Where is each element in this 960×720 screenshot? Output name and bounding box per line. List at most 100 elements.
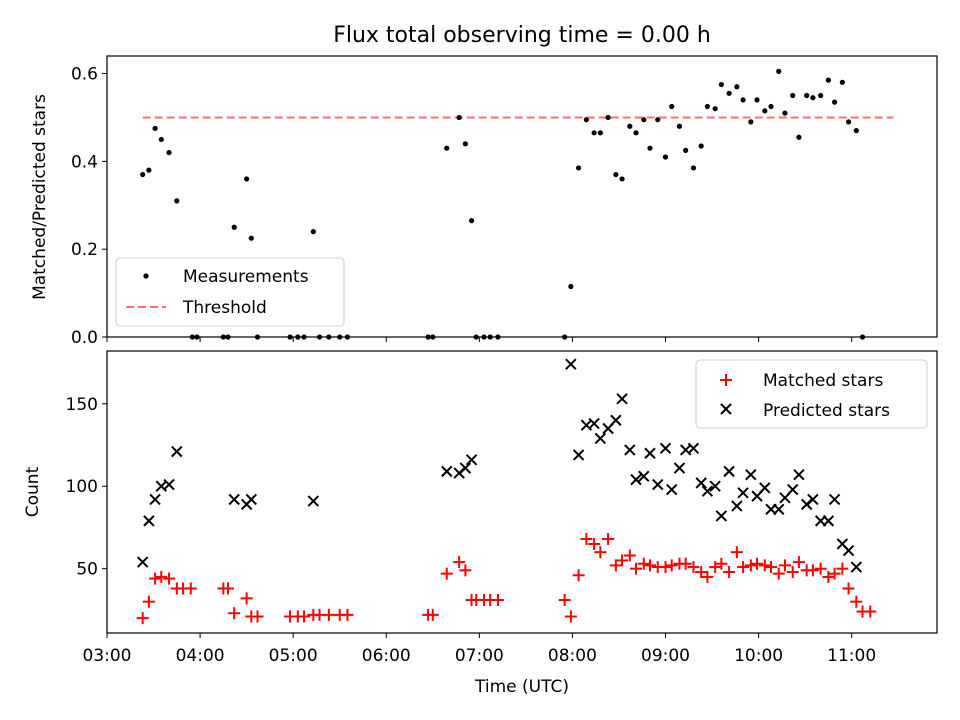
top-y-tick-label: 0.4 <box>71 152 98 172</box>
predicted-star-point <box>459 462 472 474</box>
measurement-point <box>568 283 574 290</box>
measurement-point <box>859 334 866 340</box>
measurement-point <box>605 114 611 121</box>
predicted-star-point <box>228 493 240 506</box>
measurement-point <box>166 149 172 156</box>
top-y-axis-ticks: 0.0 0.2 0.4 0.6 <box>71 65 107 348</box>
predicted-star-point <box>807 493 819 506</box>
predicted-star-point <box>842 544 855 557</box>
matched-star-point <box>240 592 253 605</box>
measurement-point <box>231 224 237 230</box>
measurement-point <box>310 229 316 235</box>
top-chart-title: Flux total observing time = 0.00 h <box>333 23 711 48</box>
matched-star-point <box>594 546 607 559</box>
matched-star-point <box>822 570 835 583</box>
measurement-point <box>576 165 582 171</box>
bottom-y-axis-ticks: 50 100 150 <box>66 395 107 580</box>
measurement-point <box>481 334 487 340</box>
bottom-y-axis-label: Count <box>23 466 43 517</box>
matched-star-point <box>864 605 877 618</box>
predicted-star-point <box>745 468 757 481</box>
legend-matched-marker <box>720 374 732 386</box>
matched-star-point <box>637 557 650 570</box>
measurement-point <box>776 68 782 74</box>
matched-star-point <box>687 561 700 574</box>
predicted-star-point <box>659 442 672 455</box>
measurement-point <box>853 128 859 134</box>
predicted-star-point <box>465 454 478 466</box>
measurement-point <box>287 334 293 340</box>
bottom-x-tick-label: 09:00 <box>641 646 690 666</box>
matched-star-point <box>322 608 335 621</box>
predicted-star-point <box>572 449 585 461</box>
matched-star-point <box>602 533 615 545</box>
measurement-point <box>669 103 675 110</box>
measurement-point <box>591 130 597 136</box>
top-panel: Flux total observing time = 0.00 h 0.00.… <box>30 23 938 348</box>
bottom-x-tick-label: 10:00 <box>734 646 783 666</box>
measurement-point <box>152 125 158 132</box>
measurement-point <box>146 167 152 173</box>
predicted-star-point <box>610 414 622 426</box>
predicted-star-point <box>687 442 700 455</box>
legend-threshold-label: Threshold <box>182 298 267 318</box>
matched-star-point <box>679 557 692 570</box>
measurement-point <box>762 108 768 114</box>
bottom-y-tick-label: 100 <box>66 477 98 497</box>
matched-star-point <box>459 564 472 577</box>
measurement-point <box>633 130 639 136</box>
measurement-point <box>832 99 838 105</box>
predicted-star-point <box>787 483 799 496</box>
matched-star-point <box>836 562 849 575</box>
measurement-point <box>641 117 647 123</box>
measurement-point <box>796 134 802 140</box>
measurement-point <box>430 334 436 340</box>
matched-star-point <box>751 557 764 570</box>
measurement-point <box>254 334 261 340</box>
predicted-star-point <box>709 480 721 492</box>
matched-star-point <box>765 561 777 574</box>
measurement-point <box>818 92 824 99</box>
matched-star-point <box>149 572 162 585</box>
matched-star-point <box>758 559 771 572</box>
matched-star-point <box>737 561 750 574</box>
matched-star-point <box>440 567 453 580</box>
matched-star-point <box>163 572 176 585</box>
predicted-star-point <box>673 462 686 474</box>
top-y-tick-label: 0.6 <box>71 65 98 85</box>
predicted-star-point <box>136 556 149 568</box>
legend-predicted-marker <box>720 403 732 415</box>
measurement-point <box>790 92 796 99</box>
predicted-star-point <box>828 493 841 506</box>
measurement-point <box>768 103 774 110</box>
matched-star-point <box>709 561 722 574</box>
matched-star-point <box>806 564 819 577</box>
predicted-star-point <box>307 495 320 507</box>
predicted-star-point <box>701 485 714 497</box>
measurement-point <box>301 334 307 340</box>
matched-star-point <box>723 565 736 578</box>
predicted-star-point <box>624 444 636 456</box>
measurement-point <box>468 218 475 224</box>
measurement-point <box>804 92 810 99</box>
measurement-point <box>456 114 462 121</box>
measurement-point <box>754 97 760 103</box>
matched-star-point <box>778 559 791 572</box>
legend-matched-label: Matched stars <box>763 371 883 391</box>
matched-star-point <box>630 562 643 575</box>
matched-star-point <box>184 582 197 595</box>
bottom-legend: Matched stars Predicted stars <box>695 359 928 429</box>
predicted-star-point <box>737 487 749 499</box>
predicted-star-point <box>245 493 257 506</box>
matched-star-point <box>222 582 235 595</box>
bottom-y-tick-label: 50 <box>76 560 98 580</box>
measurement-point <box>740 97 746 103</box>
measurement-point <box>326 334 332 340</box>
measurement-point <box>244 176 250 182</box>
top-plot-frame <box>106 55 938 338</box>
matched-star-point <box>665 559 678 572</box>
bottom-x-tick-label: 07:00 <box>455 646 504 666</box>
matched-star-point <box>659 561 672 574</box>
